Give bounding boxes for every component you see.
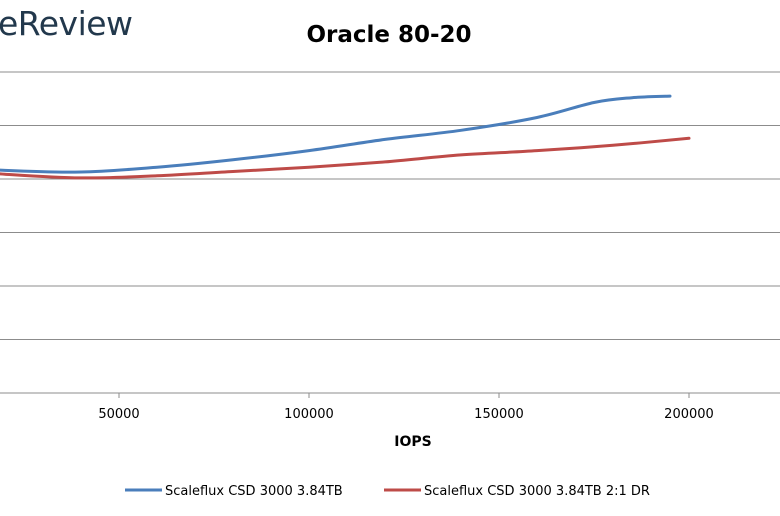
grid-lines bbox=[0, 71, 780, 340]
legend-label-series-2: Scaleflux CSD 3000 3.84TB 2:1 DR bbox=[424, 484, 650, 499]
series-lines bbox=[0, 94, 691, 180]
chart-title: Oracle 80-20 bbox=[306, 22, 471, 48]
series-line-1 bbox=[0, 94, 672, 174]
legend-label-series-1: Scaleflux CSD 3000 3.84TB bbox=[165, 484, 343, 499]
x-tick-label: 100000 bbox=[284, 407, 334, 422]
x-tick-labels: 50000 100000 150000 200000 bbox=[98, 393, 714, 422]
logo-text: eReview bbox=[0, 4, 133, 43]
x-tick-label: 200000 bbox=[664, 407, 714, 422]
series-line-2 bbox=[0, 136, 691, 180]
legend: Scaleflux CSD 3000 3.84TB Scaleflux CSD … bbox=[125, 484, 650, 499]
x-axis-label: IOPS bbox=[394, 434, 431, 450]
x-tick-label: 150000 bbox=[474, 407, 524, 422]
x-tick-label: 50000 bbox=[98, 407, 139, 422]
